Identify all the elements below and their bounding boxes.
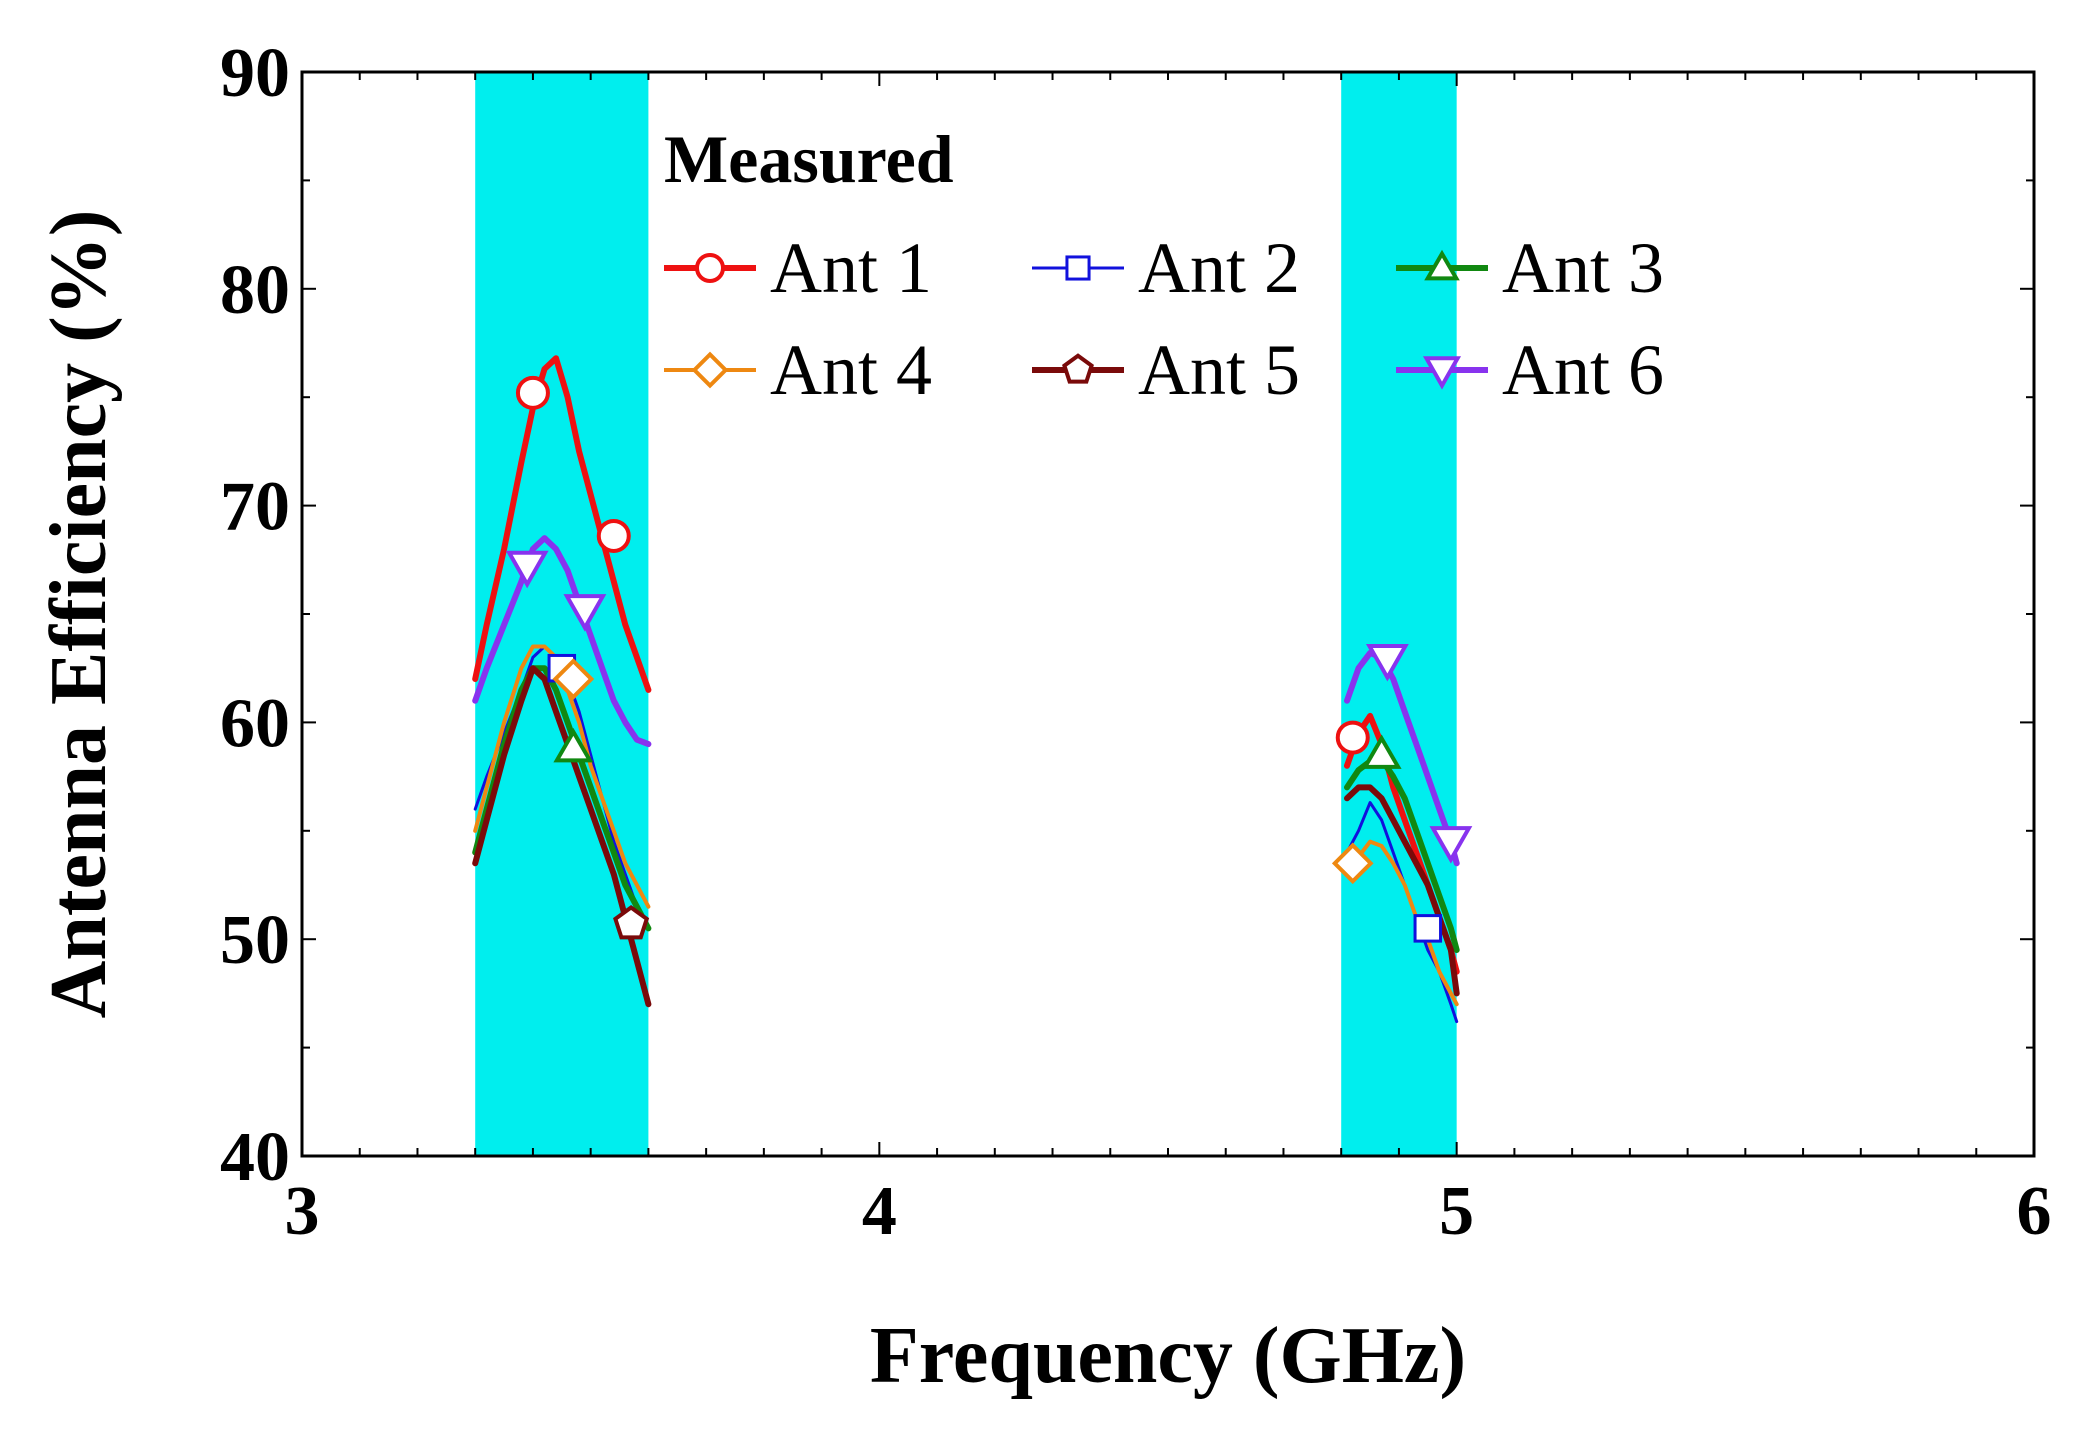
y-tick-label: 70 [220, 469, 290, 546]
y-tick-label: 80 [220, 252, 290, 329]
data-point-ant-1 [1335, 720, 1370, 755]
legend-label-ant-6: Ant 6 [1502, 330, 1664, 410]
data-point-ant-1 [596, 518, 631, 553]
series-line-ant-4-band-2 [1345, 839, 1459, 1007]
y-tick-label: 40 [220, 1119, 290, 1196]
x-tick-label: 4 [862, 1173, 897, 1250]
data-point-ant-3 [553, 727, 594, 763]
y-tick-label: 60 [220, 685, 290, 762]
y-axis-title: Antenna Efficiency (%) [35, 210, 123, 1019]
legend-title: Measured [664, 121, 954, 197]
legend-marker-ant-1 [695, 253, 725, 283]
legend-marker-ant-2 [1065, 255, 1091, 281]
data-point-ant-1 [515, 375, 550, 410]
data-point-ant-4 [552, 658, 595, 700]
data-point-ant-6 [1429, 826, 1473, 864]
data-point-ant-6 [1365, 644, 1409, 682]
y-tick-labels: 40 50 60 70 80 90 [220, 35, 290, 1196]
y-tick-label: 90 [220, 35, 290, 112]
series-markers [505, 375, 1473, 943]
series-line-ant-3-band-1 [472, 665, 652, 932]
legend-label-ant-3: Ant 3 [1502, 228, 1664, 308]
series-line-ant-1-band-1 [472, 355, 652, 693]
legend-label-ant-4: Ant 4 [770, 330, 932, 410]
x-axis-title: Frequency (GHz) [870, 1312, 1466, 1400]
legend-label-ant-1: Ant 1 [770, 228, 932, 308]
data-point-ant-6 [563, 594, 607, 632]
legend-label-ant-2: Ant 2 [1138, 228, 1300, 308]
data-point-ant-4 [1331, 842, 1374, 885]
data-point-ant-3 [1361, 734, 1402, 769]
x-tick-label: 3 [285, 1173, 320, 1250]
x-tick-label: 6 [2017, 1173, 2052, 1250]
series-line-ant-6-band-1 [472, 535, 652, 748]
legend-marker-ant-3 [1424, 249, 1460, 281]
y-tick-label: 50 [220, 902, 290, 979]
x-tick-label: 5 [1439, 1173, 1474, 1250]
series-line-ant-5-band-2 [1344, 784, 1460, 997]
legend-marker-ant-5 [1062, 353, 1094, 384]
plot-frame [300, 70, 2036, 1158]
highlight-band-2 [1341, 72, 1457, 1156]
x-tick-labels: 3 4 5 6 [285, 1173, 2052, 1250]
legend-label-ant-5: Ant 5 [1138, 330, 1300, 410]
series-line-ant-6-band-2 [1344, 650, 1460, 867]
data-point-ant-2 [1413, 914, 1443, 943]
legend-marker-ant-4 [691, 351, 729, 389]
legend: Measured Ant 1 Ant 2 Ant 3 Ant 4 Ant 5 Ant 6 [664, 121, 1664, 410]
data-point-ant-6 [505, 550, 549, 589]
legend-marker-ant-6 [1422, 356, 1462, 390]
data-point-ant-5 [613, 905, 650, 940]
